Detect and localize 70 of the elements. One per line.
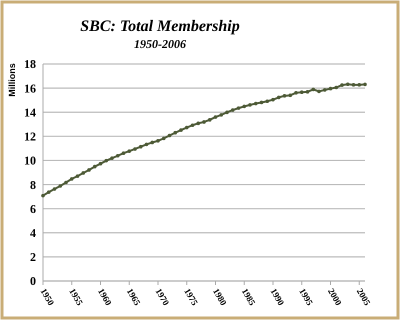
point: [179, 128, 183, 132]
point: [276, 96, 281, 100]
y-tick-label: 14: [24, 105, 36, 120]
point: [328, 86, 332, 90]
point: [58, 184, 62, 188]
point: [184, 126, 189, 130]
point: [138, 144, 143, 148]
point: [322, 88, 327, 92]
y-tick-label: 16: [24, 81, 36, 96]
point: [173, 130, 178, 135]
point: [144, 142, 148, 146]
point: [352, 83, 356, 87]
point: [219, 113, 224, 117]
point: [46, 190, 51, 194]
point: [150, 140, 154, 144]
point: [363, 82, 367, 86]
y-tick-label: 10: [24, 154, 36, 168]
point: [294, 91, 298, 95]
point: [127, 149, 132, 153]
y-tick-label: 8: [30, 178, 36, 192]
point: [311, 88, 316, 92]
point: [41, 194, 45, 198]
point: [230, 108, 235, 112]
y-tick-label: 12: [24, 130, 36, 144]
point: [288, 94, 292, 98]
point: [92, 164, 97, 168]
point: [190, 123, 194, 128]
point: [133, 147, 137, 151]
point: [52, 187, 56, 191]
point: [122, 151, 126, 156]
point: [254, 102, 258, 106]
point: [76, 174, 80, 178]
chart-subtitle: 1950-2006: [134, 37, 186, 51]
point: [346, 82, 350, 86]
y-tick-label: 6: [30, 202, 36, 216]
y-tick-label: 2: [30, 250, 36, 264]
point: [202, 120, 206, 124]
point: [87, 168, 91, 172]
point: [98, 162, 102, 166]
y-tick-label: 18: [24, 57, 36, 72]
point: [70, 177, 74, 181]
point: [196, 122, 200, 126]
y-tick-label: 4: [30, 226, 36, 240]
point: [260, 100, 264, 104]
point: [104, 158, 108, 162]
point: [64, 180, 68, 184]
point: [271, 98, 275, 102]
point: [265, 99, 270, 104]
point: [156, 138, 160, 143]
point: [300, 90, 304, 94]
point: [282, 94, 286, 98]
point: [214, 115, 218, 119]
point: [110, 156, 114, 160]
point: [116, 154, 120, 158]
point: [317, 90, 321, 94]
point: [306, 90, 310, 94]
point: [168, 134, 172, 138]
y-tick-label: 0: [30, 274, 36, 288]
point: [225, 110, 229, 114]
point: [236, 106, 240, 110]
point: [162, 136, 166, 140]
point: [208, 118, 212, 122]
point: [248, 103, 252, 107]
point: [357, 83, 362, 87]
chart-title: SBC: Total Membership: [80, 18, 240, 35]
point: [334, 86, 338, 90]
point: [340, 83, 344, 87]
point: [242, 104, 246, 108]
y-axis-title: Millions: [7, 63, 17, 97]
point: [81, 171, 86, 175]
